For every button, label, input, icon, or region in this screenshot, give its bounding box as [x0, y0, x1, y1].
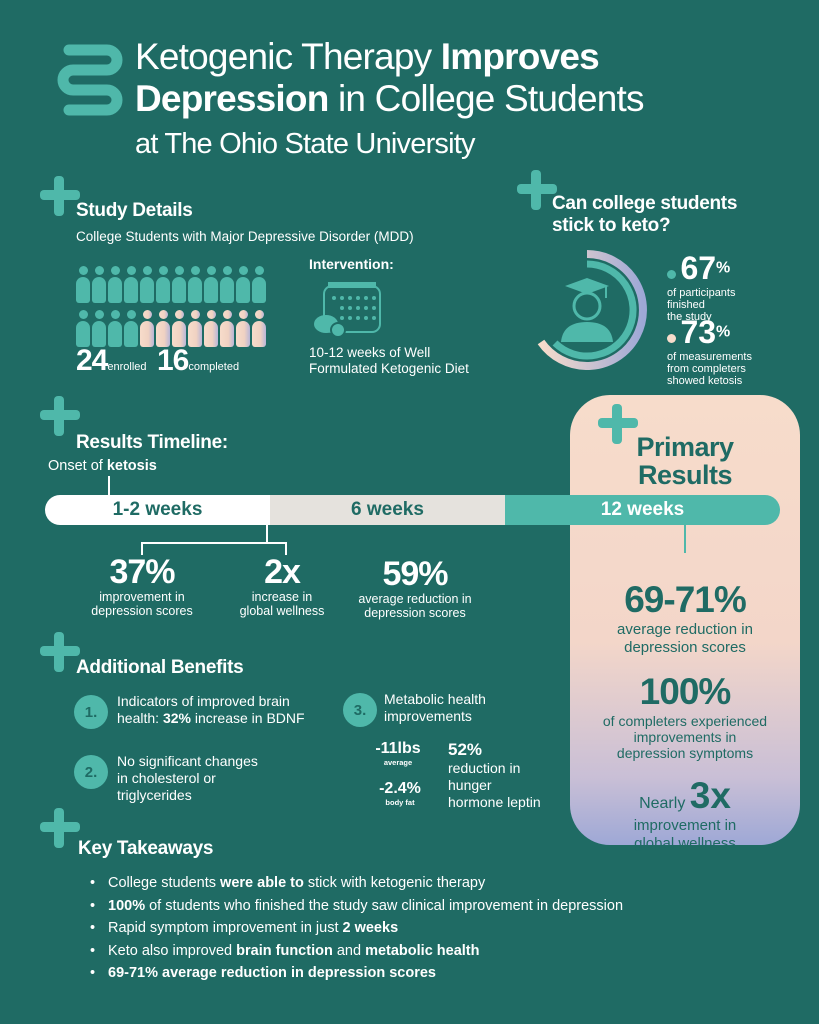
- plus-icon: [598, 404, 638, 444]
- person-icon-completed: [124, 266, 138, 306]
- onset-label: Onset of ketosis: [48, 458, 157, 474]
- graduate-student-icon: [561, 278, 613, 342]
- list-item: 69-71% average reduction in depression s…: [90, 962, 623, 985]
- list-item: 100% of students who finished the study …: [90, 895, 623, 918]
- enrollment-counts: 24enrolled 16completed: [76, 344, 240, 377]
- plus-icon: [40, 632, 80, 672]
- list-item: College students were able to stick with…: [90, 872, 623, 895]
- participants-pictogram: [76, 266, 266, 350]
- adherence-heading: Can college students stick to keto?: [552, 193, 738, 236]
- person-icon-completed: [124, 310, 138, 350]
- study-details-heading: Study Details: [76, 200, 193, 221]
- person-icon-completed: [92, 266, 106, 306]
- completion-ring: [552, 260, 637, 360]
- person-icon-dropped: [140, 310, 154, 350]
- stat-37: 37% improvement in depression scores: [91, 553, 193, 618]
- person-icon-completed: [140, 266, 154, 306]
- stat-2x: 2x increase in global wellness: [239, 553, 325, 618]
- intervention-heading: Intervention:: [309, 256, 394, 272]
- person-icon-completed: [156, 266, 170, 306]
- intervention-text: 10-12 weeks of Well Formulated Ketogenic …: [309, 345, 469, 376]
- stat-finished: 67% of participants finished the study: [667, 250, 736, 323]
- person-icon-completed: [188, 266, 202, 306]
- timeline-bar: 1-2 weeks 6 weeks 12 weeks: [45, 495, 780, 525]
- stat-ketosis: 73% of measurements from completers showed…: [667, 314, 752, 387]
- plus-icon: [40, 176, 80, 216]
- person-icon-completed: [252, 266, 266, 306]
- takeaways-list: College students were able to stick with…: [90, 872, 623, 985]
- person-icon-dropped: [156, 310, 170, 350]
- benefits-heading: Additional Benefits: [76, 657, 244, 678]
- plus-icon: [40, 808, 80, 848]
- primary-results-panel: Primary Results 69-71% average reduction …: [570, 395, 800, 852]
- subtitle: at The Ohio State University: [135, 128, 476, 160]
- person-icon-completed: [108, 266, 122, 306]
- person-icon-dropped: [220, 310, 234, 350]
- leptin-stat: 52% reduction in hunger hormone leptin: [448, 740, 541, 810]
- weight-stat: -11lbs average: [375, 740, 421, 767]
- benefit-number-1: 1.: [74, 695, 108, 729]
- person-icon-dropped: [236, 310, 250, 350]
- ketosis-ring: [537, 250, 647, 370]
- person-icon-dropped: [172, 310, 186, 350]
- person-icon-dropped: [252, 310, 266, 350]
- timeline-segment-1-2-weeks: 1-2 weeks: [45, 495, 270, 525]
- person-icon-completed: [92, 310, 106, 350]
- plus-icon: [517, 170, 557, 210]
- takeaways-heading: Key Takeaways: [78, 838, 214, 859]
- person-icon-completed: [76, 266, 90, 306]
- list-item: Keto also improved brain function and me…: [90, 940, 623, 963]
- plus-icon: [40, 396, 80, 436]
- person-icon-completed: [172, 266, 186, 306]
- intestine-icon: [57, 44, 123, 116]
- benefit-2: No significant changes in cholesterol or t…: [117, 753, 258, 803]
- stat-59: 59% average reduction in depression scores: [358, 555, 472, 620]
- timeline-segment-6-weeks: 6 weeks: [270, 495, 505, 525]
- benefit-number-3: 3.: [343, 693, 377, 727]
- adherence-donut: [537, 250, 647, 370]
- person-icon-dropped: [204, 310, 218, 350]
- benefit-3: Metabolic health improvements: [384, 691, 486, 724]
- benefit-1: Indicators of improved brain health: 32% …: [117, 693, 305, 726]
- list-item: Rapid symptom improvement in just 2 week…: [90, 917, 623, 940]
- benefit-number-2: 2.: [74, 755, 108, 789]
- person-icon-completed: [76, 310, 90, 350]
- person-icon-completed: [220, 266, 234, 306]
- person-icon-dropped: [188, 310, 202, 350]
- population-text: College Students with Major Depressive D…: [76, 229, 414, 244]
- calendar-food-icon: [314, 282, 381, 338]
- person-icon-completed: [204, 266, 218, 306]
- timeline-segment-12-weeks: 12 weeks: [505, 495, 780, 525]
- person-icon-completed: [236, 266, 250, 306]
- person-icon-completed: [108, 310, 122, 350]
- timeline-bracket: [141, 525, 287, 555]
- timeline-heading: Results Timeline:: [76, 432, 228, 453]
- body-fat-stat: -2.4% body fat: [379, 780, 421, 807]
- page-title: Ketogenic Therapy Improves Depression in…: [135, 36, 644, 160]
